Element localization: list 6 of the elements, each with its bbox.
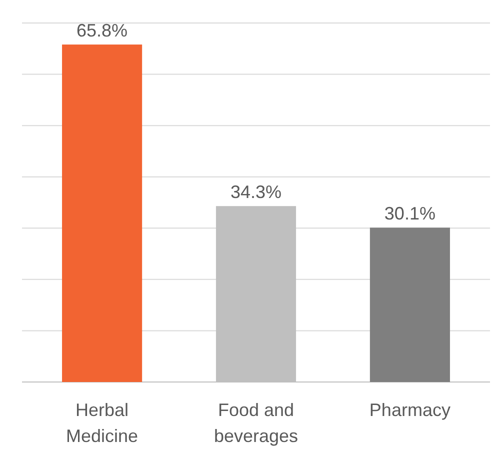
data-label: 34.3% [230,182,282,202]
data-label: 65.8% [76,20,128,41]
data-label: 30.1% [384,204,436,224]
x-tick-label: Pharmacy [369,400,450,420]
x-tick-label: Herbal Medicine [66,400,138,446]
x-tick-label: Food and beverages [214,400,298,446]
